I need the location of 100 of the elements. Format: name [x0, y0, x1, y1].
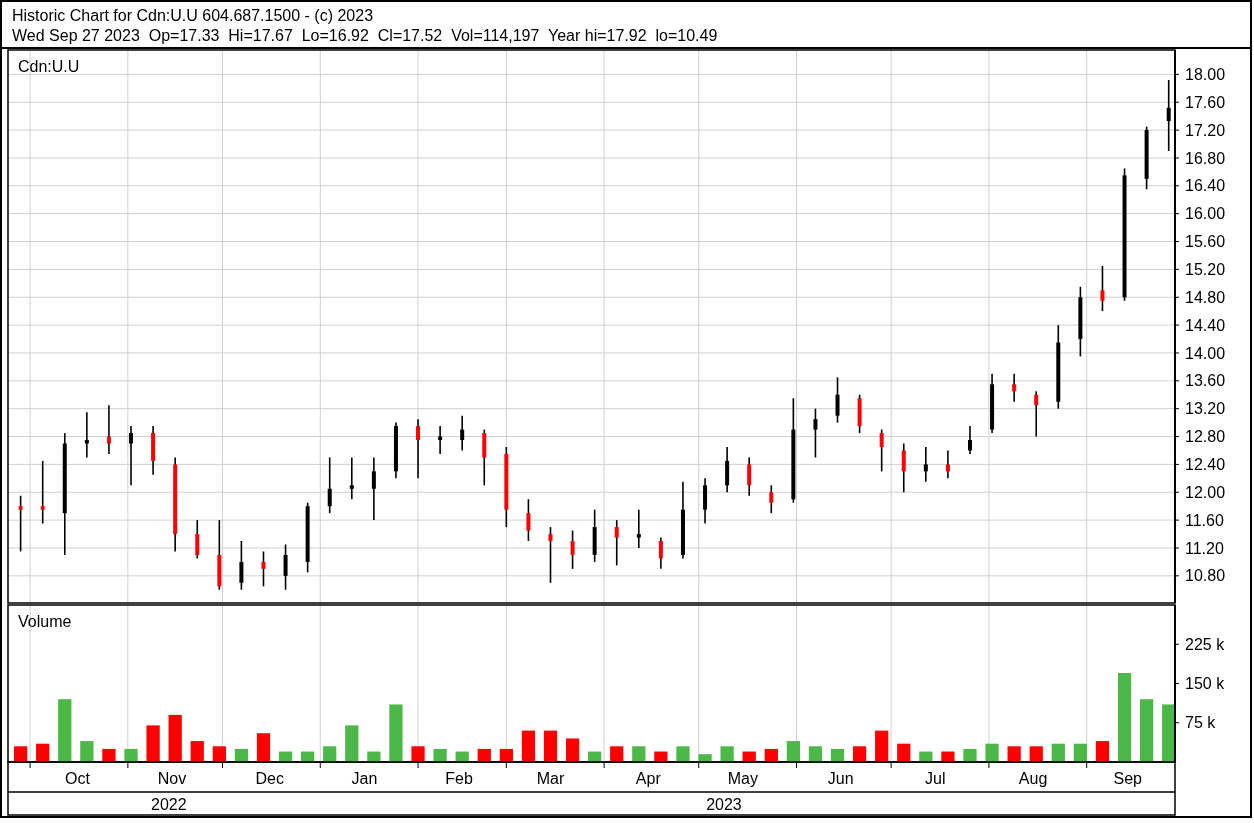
candlestick	[967, 425, 972, 455]
chart-subtitle: Wed Sep 27 2023 Op=17.33 Hi=17.67 Lo=16.92 Cl=17.52 Vol=114,197 Year hi=17.92 lo=10.49	[12, 27, 718, 44]
y-tick-label: 11.60	[1185, 511, 1224, 529]
candlestick	[813, 407, 818, 459]
bar	[808, 746, 823, 762]
x-tick-label: Mar	[536, 770, 565, 787]
text: Volume	[18, 613, 72, 630]
bar	[411, 746, 425, 762]
bar	[720, 746, 734, 762]
x-tick-label: Jan	[351, 770, 378, 787]
candlestick	[658, 536, 663, 570]
candlestick	[460, 414, 465, 452]
bar	[80, 741, 94, 762]
bar	[389, 704, 403, 762]
candlestick	[349, 456, 354, 501]
x-tick-label: Dec	[255, 770, 285, 787]
candlestick	[835, 376, 840, 424]
x-tick-label: Aug	[1018, 770, 1048, 787]
x-tick-label: Sep	[1113, 770, 1143, 787]
candlestick	[371, 456, 376, 521]
bar	[102, 748, 116, 762]
y-tick-label: 13.20	[1185, 400, 1226, 418]
candlestick	[570, 529, 575, 570]
bar	[477, 748, 491, 762]
candlestick	[195, 519, 200, 560]
candlestick	[1034, 390, 1039, 438]
candlestick	[261, 550, 266, 588]
y-tick-label: 150 k	[1185, 675, 1226, 693]
x-tick-label: Apr	[635, 770, 662, 787]
candlestick	[923, 446, 928, 483]
candlestick	[129, 425, 134, 487]
bar	[565, 738, 580, 762]
candlestick	[879, 428, 884, 473]
candlestick	[327, 456, 332, 514]
bar	[58, 699, 72, 762]
candlestick	[1166, 79, 1171, 152]
bar	[852, 746, 867, 762]
candlestick	[106, 404, 111, 455]
y-tick-label: 225 k	[1185, 635, 1226, 653]
x-tick-label: May	[727, 770, 759, 787]
bar	[1051, 743, 1065, 762]
bar	[654, 751, 668, 762]
bar	[632, 746, 646, 762]
bar	[786, 741, 800, 762]
x-tick-label: Jul	[925, 770, 946, 787]
y-tick-label: 75 k	[1185, 714, 1217, 732]
y-tick-label: 17.20	[1185, 121, 1226, 139]
bar	[323, 746, 337, 762]
bar	[1117, 673, 1132, 762]
bar	[146, 725, 160, 762]
y-tick-label: 14.80	[1185, 288, 1226, 306]
x-tick-label: Jun	[827, 770, 854, 787]
y-tick-label: 13.60	[1185, 372, 1226, 390]
bar	[234, 748, 249, 762]
bar	[897, 743, 911, 762]
bar	[168, 714, 182, 762]
bar	[433, 748, 447, 762]
candlestick	[1100, 265, 1105, 312]
candlestick	[548, 526, 553, 584]
bar	[124, 748, 138, 762]
candlestick	[40, 460, 45, 525]
candlestick	[416, 418, 421, 480]
bar	[1162, 704, 1176, 762]
y-tick-label: 12.40	[1185, 456, 1226, 473]
candlestick	[18, 494, 23, 553]
candlestick	[614, 519, 619, 567]
candlestick	[239, 540, 244, 591]
candlestick	[283, 543, 288, 591]
candlestick	[945, 449, 950, 480]
bar	[13, 746, 28, 762]
bar	[941, 751, 955, 762]
y-tick-label: 15.20	[1185, 260, 1226, 278]
bar	[698, 754, 712, 762]
candlestick	[747, 456, 752, 497]
bar	[190, 741, 204, 762]
bar	[875, 730, 889, 762]
bar	[1007, 746, 1021, 762]
bar	[764, 748, 778, 762]
annotation: Cdn:U.U	[18, 58, 80, 75]
bar	[36, 743, 50, 762]
y-tick-label: 16.00	[1185, 205, 1226, 223]
y-tick-label: 16.80	[1185, 149, 1226, 167]
bar	[610, 746, 624, 762]
x-tick-label: Oct	[64, 770, 91, 787]
bar	[676, 746, 690, 762]
x-tick-label: Nov	[157, 770, 187, 787]
y-tick-label: 14.40	[1185, 316, 1226, 334]
y-tick-label: 16.40	[1185, 177, 1226, 195]
x2-tick-label: 2023	[706, 796, 742, 813]
y-tick-label: 18.00	[1185, 65, 1226, 83]
bar	[985, 743, 999, 762]
candlestick	[1012, 373, 1017, 403]
y-tick-label: 10.80	[1185, 567, 1226, 585]
candlestick	[636, 508, 641, 549]
candlestick	[84, 411, 89, 459]
bar	[521, 730, 536, 762]
bar	[212, 746, 226, 762]
bar	[256, 733, 271, 762]
bar	[499, 748, 513, 762]
candlestick	[769, 484, 774, 514]
